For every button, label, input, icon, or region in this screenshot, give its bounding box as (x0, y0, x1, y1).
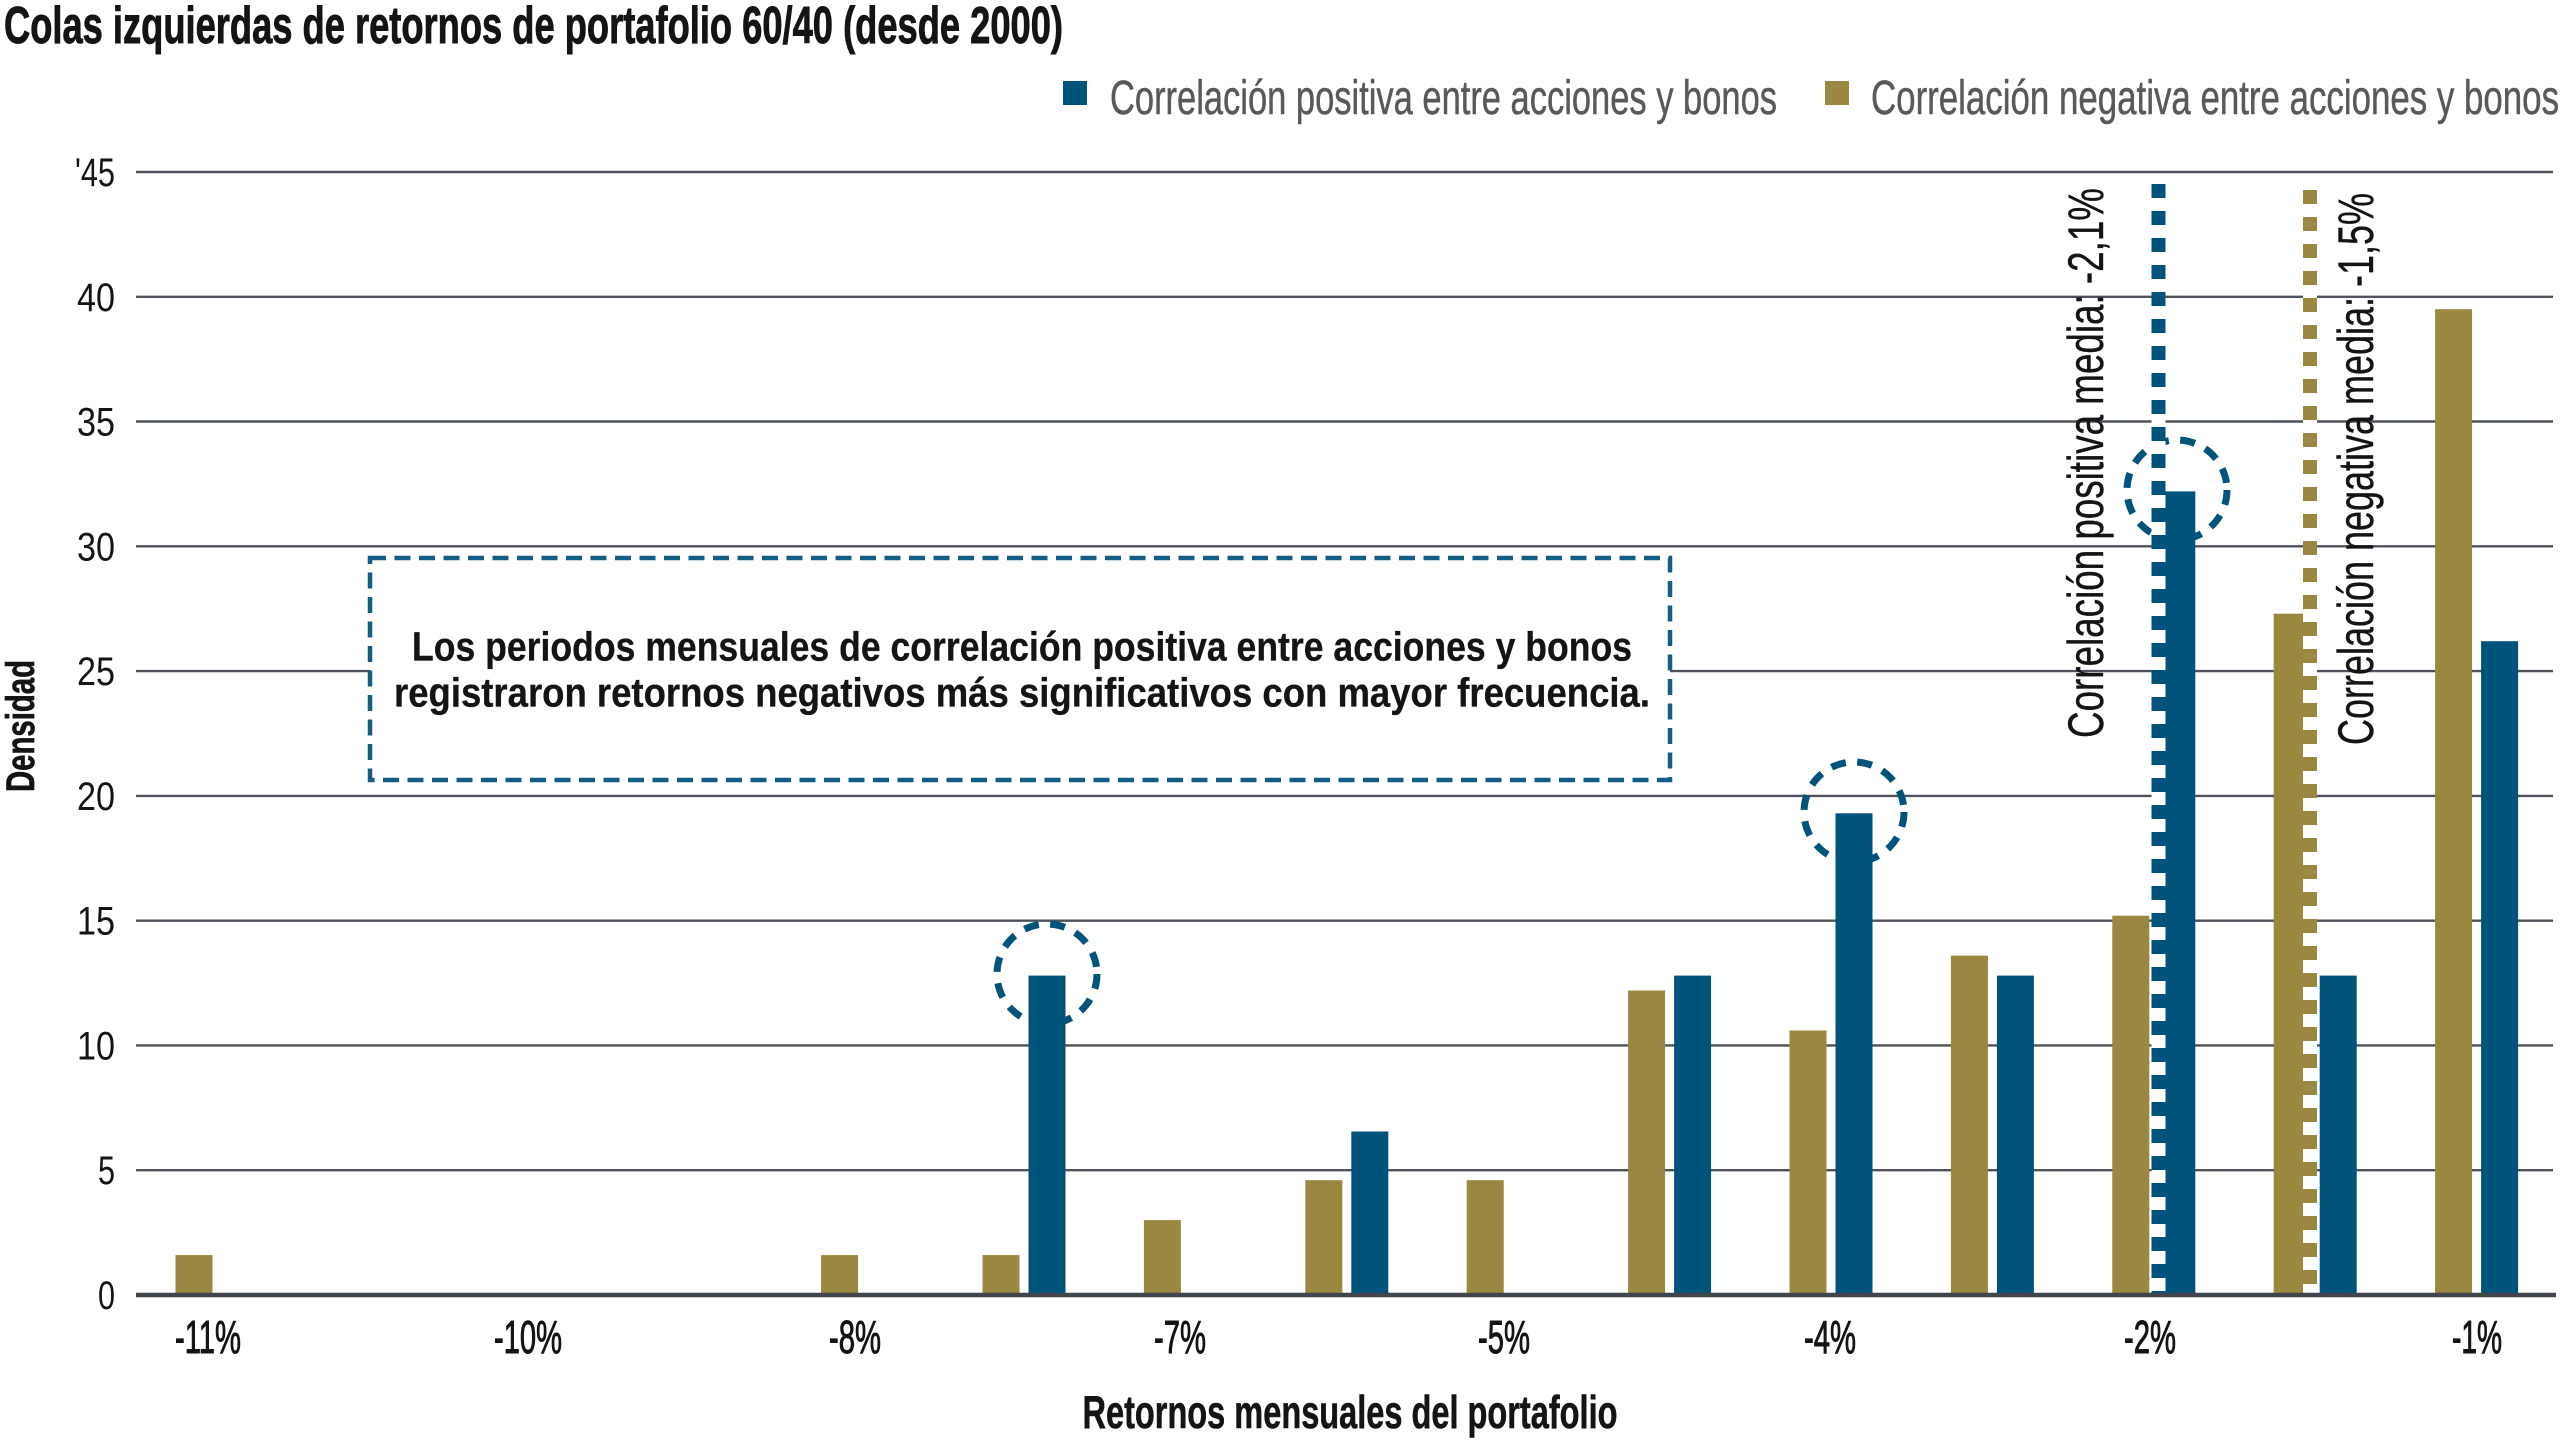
svg-text:-4%: -4% (1804, 1311, 1856, 1363)
svg-text:Correlación positiva entre acc: Correlación positiva entre acciones y bo… (1110, 72, 1777, 125)
svg-text:registraron retornos negativos: registraron retornos negativos más signi… (394, 670, 1650, 716)
svg-text:10: 10 (77, 1024, 115, 1068)
svg-text:5: 5 (98, 1149, 115, 1193)
svg-text:-5%: -5% (1478, 1311, 1530, 1363)
svg-text:35: 35 (77, 401, 115, 445)
svg-text:Correlación negativa entre acc: Correlación negativa entre acciones y bo… (1871, 72, 2559, 125)
svg-text:Los periodos mensuales de corr: Los periodos mensuales de correlación po… (412, 624, 1632, 670)
svg-text:40: 40 (77, 276, 115, 320)
svg-text:Correlación positiva media: -2: Correlación positiva media: -2,1% (2058, 188, 2114, 738)
svg-text:-11%: -11% (175, 1311, 241, 1363)
svg-text:Correlación negativa media: -1: Correlación negativa media: -1,5% (2328, 193, 2384, 745)
svg-text:Densidad: Densidad (0, 660, 43, 792)
svg-text:-7%: -7% (1154, 1311, 1206, 1363)
svg-text:-8%: -8% (829, 1311, 881, 1363)
svg-text:'45: '45 (75, 151, 115, 195)
svg-text:0: 0 (98, 1274, 115, 1318)
svg-text:Colas izquierdas de retornos d: Colas izquierdas de retornos de portafol… (4, 0, 1063, 55)
svg-text:Retornos mensuales del portafo: Retornos mensuales del portafolio (1083, 1386, 1618, 1438)
svg-text:25: 25 (77, 650, 115, 694)
svg-text:-1%: -1% (2452, 1311, 2502, 1363)
svg-text:-10%: -10% (494, 1311, 562, 1363)
svg-text:-2%: -2% (2124, 1311, 2176, 1363)
svg-text:30: 30 (77, 525, 115, 569)
svg-text:15: 15 (77, 900, 115, 944)
svg-text:20: 20 (77, 775, 115, 819)
